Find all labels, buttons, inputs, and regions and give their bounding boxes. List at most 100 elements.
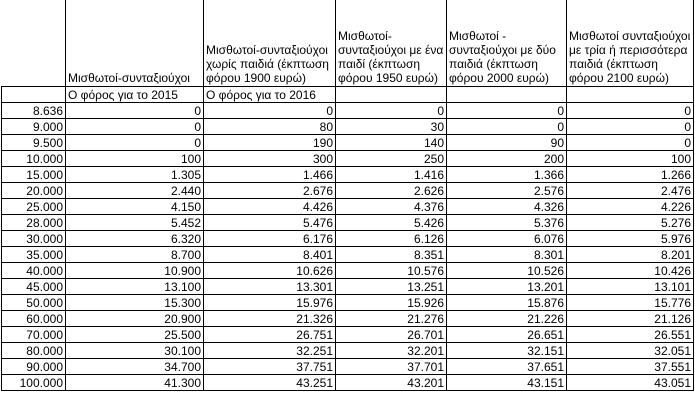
tax-cell[interactable]: 32.251 [203, 342, 336, 359]
tax-cell[interactable]: 8.351 [335, 246, 447, 263]
tax-cell[interactable]: 8.401 [203, 246, 336, 263]
tax-cell[interactable]: 13.301 [203, 278, 336, 295]
tax-cell[interactable]: 1.366 [446, 166, 567, 183]
tax-cell[interactable]: 10.426 [566, 262, 694, 279]
tax-cell[interactable]: 190 [203, 134, 336, 151]
tax-cell[interactable]: 80 [203, 118, 336, 135]
income-cell[interactable]: 9.500 [1, 134, 66, 151]
tax-cell[interactable]: 21.276 [335, 310, 447, 327]
tax-cell[interactable]: 5.426 [335, 214, 447, 231]
tax-cell[interactable]: 8.301 [446, 246, 567, 263]
tax-cell[interactable]: 1.305 [65, 166, 204, 183]
header-cell[interactable]: Μισθωτοί-συνταξιούχοι με ένα παιδί (έκπτ… [335, 0, 447, 87]
income-cell[interactable]: 35.000 [1, 246, 66, 263]
income-cell[interactable]: 20.000 [1, 182, 66, 199]
tax-cell[interactable]: 0 [566, 134, 694, 151]
header-cell[interactable]: Μισθωτοί - συνταξιούχοι με δύο παιδιά (έ… [446, 0, 567, 87]
subheader-cell[interactable] [1, 86, 66, 103]
tax-cell[interactable]: 0 [65, 118, 204, 135]
tax-cell[interactable]: 100 [65, 150, 204, 167]
subheader-cell[interactable] [446, 86, 567, 103]
subheader-cell[interactable] [335, 86, 447, 103]
tax-cell[interactable]: 0 [203, 102, 336, 119]
tax-cell[interactable]: 1.266 [566, 166, 694, 183]
tax-cell[interactable]: 6.176 [203, 230, 336, 247]
tax-cell[interactable]: 5.276 [566, 214, 694, 231]
tax-cell[interactable]: 13.101 [566, 278, 694, 295]
tax-cell[interactable]: 37.651 [446, 358, 567, 375]
tax-cell[interactable]: 0 [446, 118, 567, 135]
tax-cell[interactable]: 4.226 [566, 198, 694, 215]
tax-cell[interactable]: 41.300 [65, 374, 204, 391]
header-cell[interactable]: Μισθωτοί συνταξιούχοι με τρία ή περισσότ… [566, 0, 694, 87]
income-cell[interactable]: 60.000 [1, 310, 66, 327]
tax-cell[interactable]: 43.201 [335, 374, 447, 391]
tax-cell[interactable]: 2.576 [446, 182, 567, 199]
tax-cell[interactable]: 5.476 [203, 214, 336, 231]
income-cell[interactable]: 25.000 [1, 198, 66, 215]
tax-cell[interactable]: 21.126 [566, 310, 694, 327]
tax-cell[interactable]: 15.926 [335, 294, 447, 311]
tax-cell[interactable]: 4.426 [203, 198, 336, 215]
income-cell[interactable]: 80.000 [1, 342, 66, 359]
tax-cell[interactable]: 15.776 [566, 294, 694, 311]
tax-cell[interactable]: 0 [65, 134, 204, 151]
tax-cell[interactable]: 0 [446, 102, 567, 119]
tax-cell[interactable]: 2.476 [566, 182, 694, 199]
income-cell[interactable]: 70.000 [1, 326, 66, 343]
tax-cell[interactable]: 10.626 [203, 262, 336, 279]
tax-cell[interactable]: 6.320 [65, 230, 204, 247]
tax-cell[interactable]: 20.900 [65, 310, 204, 327]
tax-cell[interactable]: 13.251 [335, 278, 447, 295]
tax-cell[interactable]: 32.151 [446, 342, 567, 359]
tax-cell[interactable]: 30.100 [65, 342, 204, 359]
tax-cell[interactable]: 8.201 [566, 246, 694, 263]
tax-cell[interactable]: 26.751 [203, 326, 336, 343]
tax-cell[interactable]: 13.201 [446, 278, 567, 295]
tax-cell[interactable]: 4.326 [446, 198, 567, 215]
tax-cell[interactable]: 43.251 [203, 374, 336, 391]
income-cell[interactable]: 50.000 [1, 294, 66, 311]
tax-cell[interactable]: 0 [65, 102, 204, 119]
income-cell[interactable]: 28.000 [1, 214, 66, 231]
tax-cell[interactable]: 2.676 [203, 182, 336, 199]
income-cell[interactable]: 40.000 [1, 262, 66, 279]
tax-cell[interactable]: 8.700 [65, 246, 204, 263]
tax-cell[interactable]: 250 [335, 150, 447, 167]
tax-cell[interactable]: 13.100 [65, 278, 204, 295]
tax-cell[interactable]: 140 [335, 134, 447, 151]
tax-cell[interactable]: 15.876 [446, 294, 567, 311]
tax-cell[interactable]: 5.376 [446, 214, 567, 231]
tax-cell[interactable]: 4.376 [335, 198, 447, 215]
tax-cell[interactable]: 10.526 [446, 262, 567, 279]
tax-cell[interactable]: 21.226 [446, 310, 567, 327]
income-cell[interactable]: 90.000 [1, 358, 66, 375]
tax-cell[interactable]: 21.326 [203, 310, 336, 327]
tax-cell[interactable]: 34.700 [65, 358, 204, 375]
tax-cell[interactable]: 5.452 [65, 214, 204, 231]
tax-cell[interactable]: 26.701 [335, 326, 447, 343]
tax-cell[interactable]: 37.751 [203, 358, 336, 375]
income-cell[interactable]: 10.000 [1, 150, 66, 167]
tax-cell[interactable]: 32.201 [335, 342, 447, 359]
tax-cell[interactable]: 2.440 [65, 182, 204, 199]
income-cell[interactable]: 45.000 [1, 278, 66, 295]
header-cell[interactable]: Μισθωτοί-συνταξιούχοι [65, 0, 204, 87]
tax-cell[interactable]: 200 [446, 150, 567, 167]
tax-cell[interactable]: 1.416 [335, 166, 447, 183]
income-cell[interactable]: 15.000 [1, 166, 66, 183]
tax-cell[interactable]: 15.300 [65, 294, 204, 311]
tax-cell[interactable]: 37.701 [335, 358, 447, 375]
tax-cell[interactable]: 4.150 [65, 198, 204, 215]
subheader-cell[interactable]: Ο φόρος για το 2015 [65, 86, 204, 103]
tax-cell[interactable]: 32.051 [566, 342, 694, 359]
income-cell[interactable]: 8.636 [1, 102, 66, 119]
tax-cell[interactable]: 15.976 [203, 294, 336, 311]
tax-cell[interactable]: 25.500 [65, 326, 204, 343]
tax-cell[interactable]: 1.466 [203, 166, 336, 183]
income-cell[interactable]: 9.000 [1, 118, 66, 135]
tax-cell[interactable]: 90 [446, 134, 567, 151]
tax-cell[interactable]: 0 [335, 102, 447, 119]
tax-cell[interactable]: 5.976 [566, 230, 694, 247]
tax-cell[interactable]: 30 [335, 118, 447, 135]
